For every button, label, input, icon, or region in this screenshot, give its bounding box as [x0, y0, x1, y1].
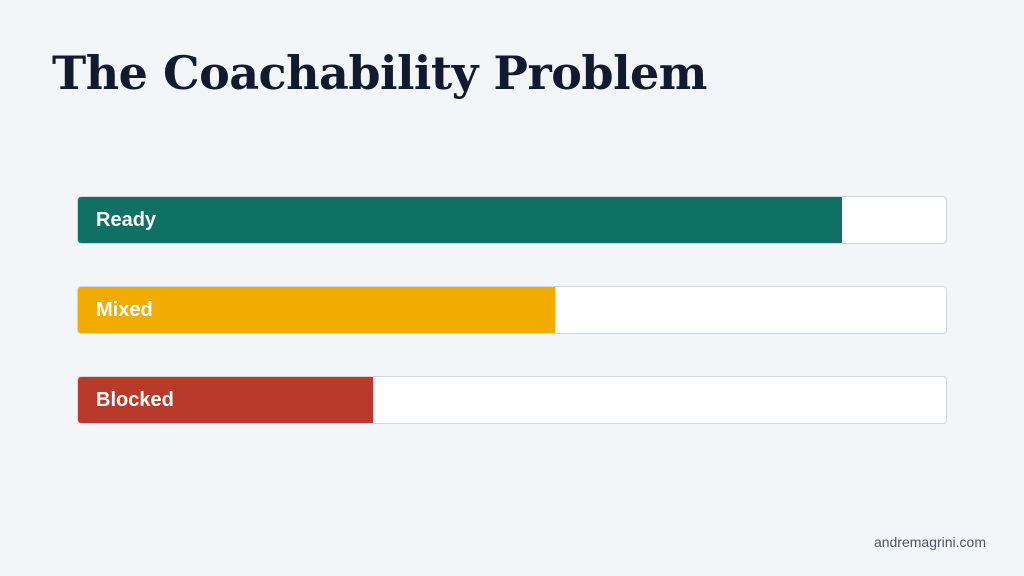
- bar-track-blocked: Blocked: [77, 376, 947, 424]
- bar-group: Ready Mixed Blocked: [77, 196, 947, 424]
- bar-track-mixed: Mixed: [77, 286, 947, 334]
- bar-label-blocked: Blocked: [96, 388, 174, 411]
- bar-label-mixed: Mixed: [96, 298, 153, 321]
- bar-track-ready: Ready: [77, 196, 947, 244]
- slide-title: The Coachability Problem: [52, 46, 707, 100]
- bar-fill-blocked: Blocked: [78, 377, 374, 423]
- bar-label-ready: Ready: [96, 208, 157, 231]
- bar-fill-mixed: Mixed: [78, 287, 556, 333]
- footer-url: andremagrini.com: [873, 534, 986, 550]
- bar-fill-ready: Ready: [78, 197, 842, 243]
